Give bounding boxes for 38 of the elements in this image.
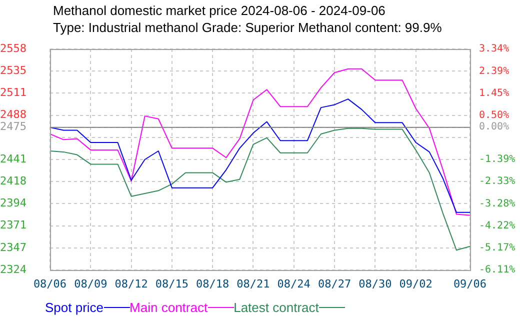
x-tick-label: 08/21 — [236, 277, 270, 290]
legend-label: Main contract — [130, 300, 208, 315]
x-tick-label: 08/06 — [33, 277, 67, 290]
x-tick-label: 09/02 — [399, 277, 432, 290]
x-tick-label: 08/09 — [74, 277, 108, 290]
y2-tick-label: -5.17% — [479, 242, 516, 254]
y-tick-label: 2394 — [0, 196, 27, 210]
y2-tick-label: -2.33% — [479, 176, 516, 188]
x-tick-label: 08/12 — [114, 277, 148, 290]
y-tick-label: 2475 — [0, 120, 26, 134]
y2-tick-label: 0.50% — [479, 110, 510, 122]
x-tick-label: 08/27 — [318, 277, 352, 290]
y2-tick-label: 2.39% — [479, 66, 510, 77]
y-tick-label: 2511 — [0, 86, 26, 100]
y-tick-label: 2347 — [0, 240, 26, 254]
y-tick-label: 2418 — [0, 174, 26, 188]
y-tick-label: 2324 — [0, 262, 27, 276]
y2-tick-label: -6.11% — [479, 264, 516, 276]
y2-tick-label: -4.22% — [479, 220, 516, 232]
y2-tick-label: -1.39% — [479, 154, 516, 166]
chart-title: Methanol domestic market price 2024-08-06 - 2024-09-06 — [53, 2, 386, 19]
x-tick-label: 08/15 — [155, 277, 188, 290]
chart-subtitle: Type: Industrial methanol Grade: Superior Methanol content: 99.9% — [53, 19, 442, 36]
y2-tick-label: -3.28% — [479, 198, 516, 210]
y-tick-label: 2371 — [0, 218, 26, 232]
legend-label: Spot price — [45, 300, 104, 315]
y-tick-label: 2558 — [0, 42, 26, 55]
y2-tick-label: 3.34% — [479, 44, 510, 55]
y2-tick-label: 1.45% — [479, 88, 510, 99]
x-tick-label: 09/06 — [453, 277, 487, 290]
y-tick-label: 2535 — [0, 64, 26, 77]
y-tick-label: 2441 — [0, 152, 26, 166]
x-tick-label: 08/24 — [277, 277, 311, 290]
x-tick-label: 08/30 — [358, 277, 392, 290]
y2-tick-label: 0.00% — [479, 122, 510, 133]
y-tick-label: 2488 — [0, 108, 26, 122]
legend-label: Latest contract — [234, 300, 319, 315]
x-tick-label: 08/18 — [196, 277, 230, 290]
